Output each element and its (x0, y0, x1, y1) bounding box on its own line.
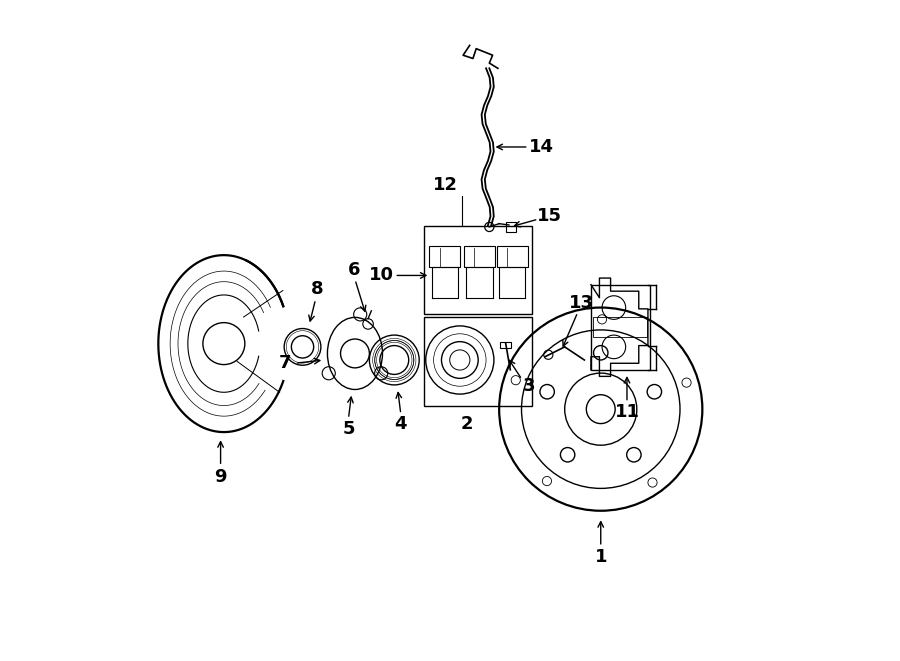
Text: 7: 7 (279, 354, 291, 372)
Text: 5: 5 (342, 420, 355, 438)
Bar (506, 222, 517, 231)
Text: 14: 14 (529, 138, 554, 156)
Text: 15: 15 (537, 208, 562, 225)
Text: 10: 10 (369, 266, 394, 284)
Text: 2: 2 (461, 415, 473, 433)
Text: 3: 3 (522, 377, 535, 395)
Bar (500, 342, 511, 348)
Text: 1: 1 (595, 547, 607, 566)
Text: 6: 6 (347, 261, 360, 279)
Bar (591, 285, 650, 369)
Text: 9: 9 (214, 468, 227, 486)
Bar (424, 225, 532, 314)
Text: 12: 12 (433, 176, 458, 194)
Text: 8: 8 (310, 280, 323, 298)
Bar (429, 246, 461, 267)
Bar (593, 317, 646, 337)
Bar (424, 317, 532, 406)
Text: 4: 4 (394, 415, 407, 433)
Bar (497, 246, 528, 267)
Text: 11: 11 (615, 403, 640, 422)
Bar (464, 246, 495, 267)
Text: 13: 13 (569, 294, 594, 312)
